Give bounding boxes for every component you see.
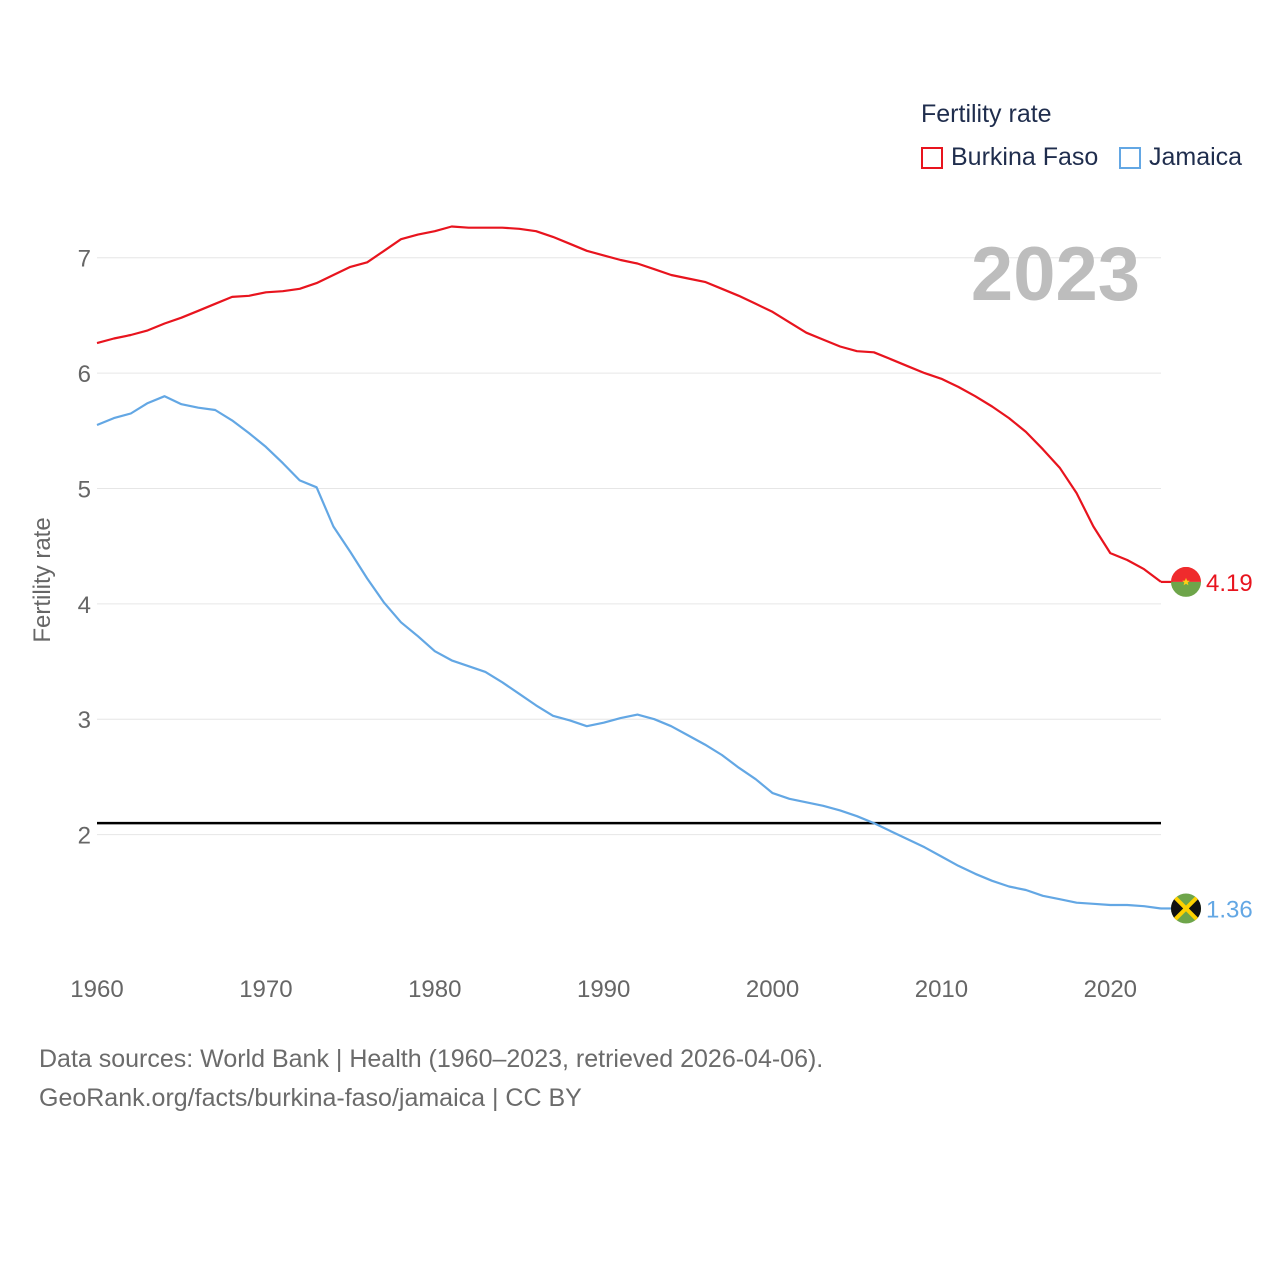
x-tick-label-1980: 1980 — [408, 976, 461, 1003]
y-axis-label: Fertility rate — [29, 517, 56, 642]
flag-icon-burkina-faso — [1171, 566, 1201, 597]
year-label: 2023 — [971, 232, 1140, 317]
y-tick-label-2: 2 — [78, 823, 91, 850]
legend-title: Fertility rate — [921, 100, 1052, 128]
y-tick-label-5: 5 — [78, 476, 91, 503]
x-tick-label-1970: 1970 — [239, 976, 292, 1003]
axis-ticks: 2 3 4 5 6 7 1960 1970 1980 1990 2000 2010 2020 — [70, 246, 1137, 1003]
x-tick-label-2010: 2010 — [915, 976, 968, 1003]
grid-lines — [97, 257, 1161, 836]
series-line-burkina-faso — [96, 225, 1162, 583]
x-tick-label-1960: 1960 — [70, 976, 123, 1003]
end-markers: 4.19 1.36 — [1161, 566, 1253, 924]
end-value-label-burkina-faso: 4.19 — [1206, 570, 1253, 597]
series-line-jamaica — [96, 395, 1162, 910]
y-tick-label-6: 6 — [78, 361, 91, 388]
y-tick-label-4: 4 — [78, 592, 91, 619]
end-value-label-jamaica: 1.36 — [1206, 896, 1253, 923]
flag-icon-jamaica — [1171, 893, 1201, 924]
footer-attribution: GeoRank.org/facts/burkina-faso/jamaica |… — [39, 1084, 582, 1112]
legend-item-burkina-faso[interactable]: Burkina Faso — [921, 143, 1098, 172]
legend-label-jamaica: Jamaica — [1149, 143, 1243, 171]
series-lines — [96, 225, 1162, 910]
y-tick-label-3: 3 — [78, 707, 91, 734]
x-tick-label-2000: 2000 — [746, 976, 799, 1003]
legend-swatch-burkina-faso — [921, 146, 943, 169]
x-tick-label-2020: 2020 — [1084, 976, 1137, 1003]
footer-sources: Data sources: World Bank | Health (1960–… — [39, 1045, 824, 1073]
legend-swatch-jamaica — [1119, 146, 1141, 169]
y-tick-label-7: 7 — [78, 246, 91, 273]
x-tick-label-1990: 1990 — [577, 976, 630, 1003]
legend-item-jamaica[interactable]: Jamaica — [1119, 143, 1242, 172]
legend-label-burkina-faso: Burkina Faso — [951, 143, 1099, 171]
